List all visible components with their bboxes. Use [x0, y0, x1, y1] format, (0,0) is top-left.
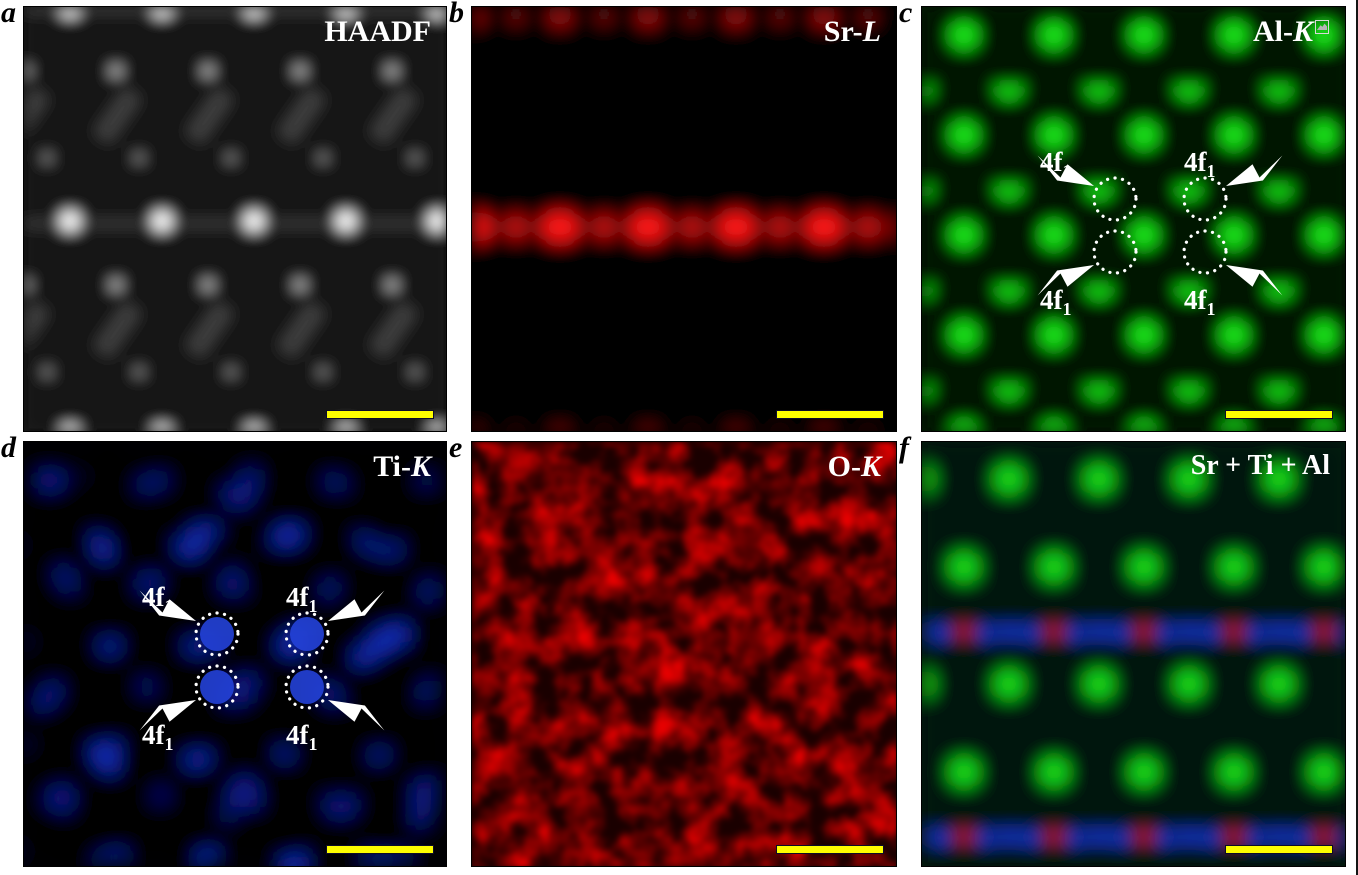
- svg-text:4f1: 4f1: [1184, 147, 1216, 181]
- svg-text:4f1: 4f1: [1184, 285, 1216, 319]
- svg-text:4f1: 4f1: [1040, 285, 1072, 319]
- svg-text:4f1: 4f1: [142, 582, 174, 616]
- svg-text:4f1: 4f1: [142, 720, 174, 754]
- svg-text:4f1: 4f1: [286, 720, 318, 754]
- svg-text:4f1: 4f1: [286, 582, 318, 616]
- svg-text:4f1: 4f1: [1040, 147, 1072, 181]
